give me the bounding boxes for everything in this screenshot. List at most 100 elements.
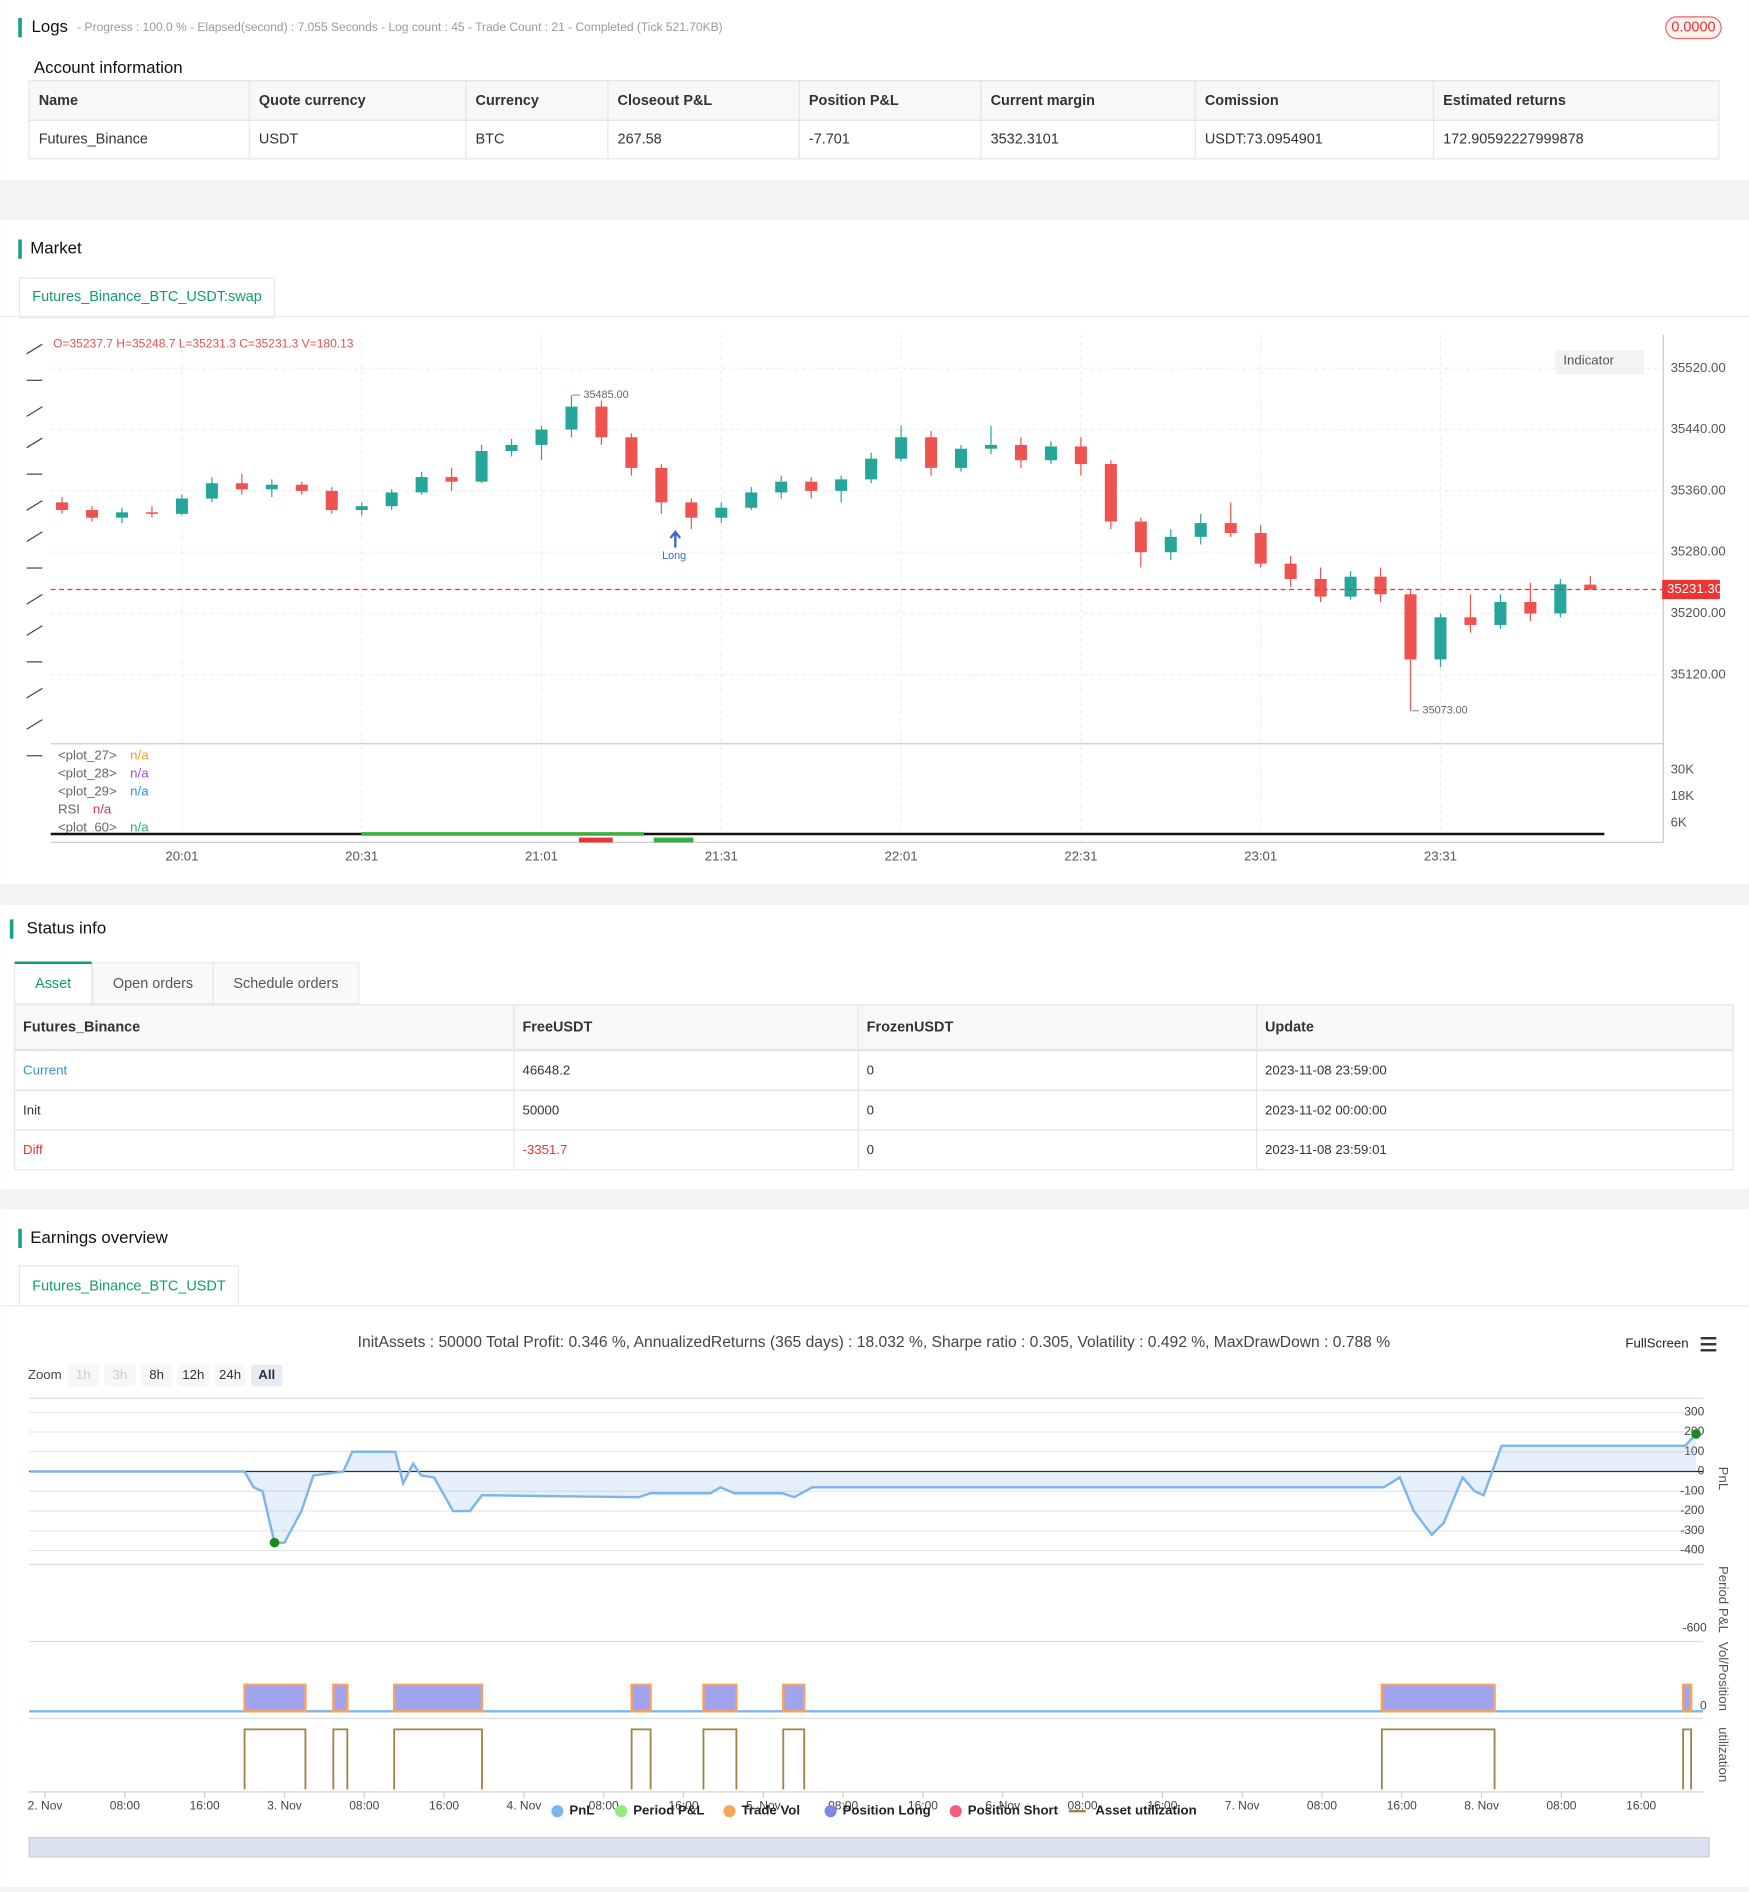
indicator-mark (653, 837, 694, 843)
earnings-tab[interactable] (18, 1265, 240, 1307)
position-block (702, 1683, 738, 1713)
candle-body (86, 510, 99, 518)
zoom-button[interactable] (251, 1364, 283, 1387)
candle-body (1464, 617, 1477, 625)
x-tick-label: 16:00 (429, 1799, 459, 1813)
position-block (332, 1683, 349, 1713)
legend-value: n/a (93, 801, 112, 816)
x-tick-label: 21:31 (705, 848, 738, 863)
tab[interactable] (212, 962, 360, 1005)
cell: 46648.2 (522, 1063, 570, 1078)
x-tick-label: 22:01 (885, 848, 918, 863)
long-arrow (669, 529, 682, 548)
navigator[interactable] (28, 1837, 1710, 1858)
candle-body (1224, 523, 1237, 534)
long-label: Long (662, 550, 686, 562)
x-tick-label: 16:00 (908, 1799, 938, 1813)
legend-symbol (824, 1805, 837, 1818)
table-row-bg (28, 119, 1720, 160)
market-title: Market (30, 239, 82, 258)
legend-symbol (551, 1805, 564, 1818)
tool-icon[interactable] (26, 500, 43, 511)
earnings-tab-text[interactable]: Futures_Binance_BTC_USDT (32, 1278, 226, 1294)
zoom-button[interactable] (104, 1364, 136, 1387)
cell: USDT (259, 131, 298, 147)
candle-body (385, 492, 398, 507)
table-header-bg (28, 80, 1720, 121)
x-tick-label: 6. Nov (985, 1799, 1020, 1813)
legend-name: <plot_60> (58, 819, 117, 834)
tool-icon[interactable] (26, 343, 43, 355)
x-tick-label: 16:00 (668, 1799, 698, 1813)
pane-tick: 18K (1671, 788, 1695, 803)
tool-icon[interactable] (26, 437, 43, 449)
tab[interactable] (14, 962, 93, 1005)
y-tick-label: 35200.00 (1671, 605, 1726, 620)
tool-icon[interactable] (26, 625, 43, 636)
tab[interactable] (92, 962, 214, 1005)
x-tick-label: 4. Nov (507, 1799, 542, 1813)
cell: Futures_Binance (39, 131, 148, 147)
legend-label[interactable]: Trade Vol (742, 1803, 801, 1818)
legend-label[interactable]: Position Long (843, 1803, 931, 1818)
tool-icon[interactable] (26, 406, 43, 417)
candle-body (415, 477, 428, 493)
x-tick-label: 3. Nov (267, 1799, 302, 1813)
zoom-button-label[interactable]: 8h (149, 1367, 164, 1382)
tab-label[interactable]: Open orders (113, 976, 193, 992)
x-tick-label: 21:01 (525, 848, 558, 863)
x-tick-label: 08:00 (110, 1799, 140, 1813)
zoom-button-label[interactable]: 1h (76, 1367, 91, 1382)
ohlc: O=35237.7 H=35248.7 L=35231.3 C=35231.3 … (53, 336, 354, 350)
zoom-button[interactable] (214, 1364, 246, 1387)
legend-label[interactable]: PnL (569, 1803, 594, 1818)
legend-label[interactable]: Asset utilization (1095, 1803, 1196, 1818)
x-tick-label: 16:00 (1387, 1799, 1417, 1813)
market-tab-text[interactable]: Futures_Binance_BTC_USDT:swap (32, 289, 261, 305)
tool-icon[interactable] (26, 687, 43, 699)
zoom-button[interactable] (67, 1364, 99, 1387)
position-block (243, 1683, 307, 1713)
badge (1665, 16, 1722, 40)
status-title: Status info (27, 919, 107, 938)
x-tick-label: 20:31 (345, 848, 378, 863)
cell: 2023-11-08 23:59:00 (1265, 1063, 1387, 1078)
tool-icon[interactable] (26, 593, 43, 605)
zoom-button[interactable] (141, 1364, 173, 1387)
zoom-button-label[interactable]: 3h (113, 1367, 128, 1382)
column-header: Currency (476, 93, 539, 109)
utilization-step (1380, 1728, 1496, 1790)
pane-tick: 0 (1700, 1699, 1707, 1713)
zoom-button-label[interactable]: 12h (182, 1367, 204, 1382)
column-header: Futures_Binance (23, 1020, 140, 1036)
candle-body (1494, 601, 1507, 625)
legend-label[interactable]: Position Short (968, 1803, 1059, 1818)
menu-icon[interactable] (1700, 1337, 1717, 1352)
candle-body (325, 490, 338, 511)
zoom-button-label[interactable]: 24h (219, 1367, 241, 1382)
toolbar[interactable] (26, 343, 43, 757)
zoom-button[interactable] (177, 1364, 209, 1387)
y-tick-label: 35520.00 (1671, 360, 1726, 375)
tool-icon[interactable] (26, 719, 43, 730)
candle-body (1164, 536, 1177, 553)
tab-label[interactable]: Schedule orders (233, 976, 338, 992)
zoom-button-label[interactable]: All (258, 1367, 275, 1382)
market-tab[interactable] (18, 277, 276, 319)
tab-label[interactable]: Asset (35, 976, 71, 992)
indicator-label[interactable]: Indicator (1563, 353, 1614, 368)
section-bars (9, 18, 22, 1248)
logs-title: Logs (31, 17, 68, 36)
x-tick-label: 23:31 (1424, 848, 1457, 863)
y-tick-label: 35120.00 (1671, 666, 1726, 681)
legend-value: n/a (130, 783, 149, 798)
candle-body (56, 502, 69, 511)
candle-body (1404, 594, 1417, 660)
legend-label[interactable]: Period P&L (633, 1803, 704, 1818)
tool-icon[interactable] (26, 531, 43, 543)
candle-body (745, 492, 758, 508)
legend-name: RSI (58, 801, 80, 816)
candle-body (625, 437, 638, 468)
fullscreen[interactable]: FullScreen (1625, 1336, 1688, 1351)
candle-body (1074, 446, 1087, 465)
